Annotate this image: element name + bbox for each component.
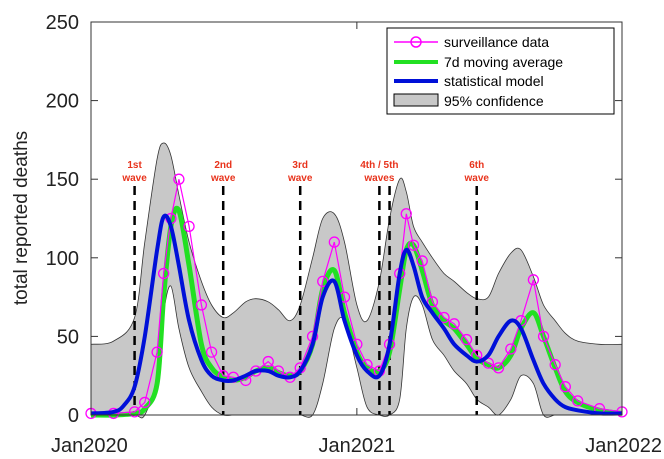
data-point-surveillance-43	[559, 381, 571, 393]
data-point-surveillance-40	[527, 274, 540, 286]
wave-marker-label-3: 3rd	[292, 160, 308, 171]
axis-ticks: 0 50 100 150 200 250 Jan2020 Jan2021 Jan2022	[46, 12, 662, 457]
data-point-surveillance-31	[426, 296, 439, 308]
legend-label-surveillance: surveillance data	[444, 34, 549, 50]
wave-marker-label-2: 2nd	[214, 160, 232, 171]
data-point-surveillance-30	[416, 255, 428, 267]
data-point-surveillance-42	[549, 359, 561, 371]
data-point-surveillance-29	[407, 239, 420, 251]
data-point-surveillance-4	[151, 346, 163, 358]
data-point-surveillance-15	[262, 355, 274, 368]
y-tick-label-0: 0	[68, 405, 79, 427]
y-tick-label-100: 100	[46, 248, 79, 270]
y-tick-label-150: 150	[46, 169, 79, 191]
x-tick-label-1: Jan2021	[318, 435, 395, 457]
data-point-surveillance-28	[400, 208, 412, 220]
wave-marker-label-6: wave	[463, 173, 489, 184]
y-tick-label-200: 200	[46, 91, 79, 113]
legend-label-confidence: 95% confidence	[444, 93, 544, 109]
data-point-surveillance-9	[195, 299, 208, 311]
data-point-surveillance-33	[448, 318, 460, 330]
legend: surveillance data 7d moving average stat…	[386, 27, 615, 115]
data-point-surveillance-20	[317, 275, 329, 288]
wave-marker-label-4: 4th / 5th	[360, 160, 398, 171]
data-point-surveillance-38	[505, 343, 517, 355]
legend-label-model: statistical model	[444, 73, 544, 89]
y-tick-label-250: 250	[46, 12, 79, 34]
data-point-surveillance-32	[438, 311, 450, 324]
data-point-surveillance-41	[537, 330, 550, 343]
legend-swatch-confidence	[393, 93, 439, 107]
plot-area: 1st wave 2nd wave 3rd wave 4th / 5th waves 6th wa…	[85, 142, 628, 420]
series-line-surveillance	[91, 179, 623, 414]
legend-label-moving-average: 7d moving average	[444, 54, 563, 70]
x-tick-label-0: Jan2020	[51, 435, 128, 457]
wave-marker-label-1: 1st	[127, 160, 142, 171]
data-point-surveillance-37	[492, 362, 505, 374]
wave-marker-label-3: wave	[287, 173, 313, 184]
legend-marker-surveillance	[410, 36, 422, 48]
data-point-surveillance-7	[173, 173, 185, 185]
x-tick-label-2: Jan2022	[585, 435, 662, 457]
data-point-surveillance-34	[460, 333, 473, 346]
wave-marker-label-6: 6th	[469, 160, 484, 171]
wave-marker-label-4: waves	[363, 173, 394, 184]
data-point-surveillance-5	[157, 267, 170, 280]
y-axis-title: total reported deaths	[11, 131, 32, 305]
data-point-surveillance-21	[328, 236, 340, 248]
wave-marker-label-2: wave	[210, 173, 236, 184]
y-tick-label-50: 50	[57, 326, 79, 348]
wave-marker-label-1: wave	[121, 173, 147, 184]
data-point-surveillance-3	[139, 396, 151, 409]
data-point-surveillance-8	[183, 220, 195, 233]
data-point-surveillance-2	[128, 406, 141, 418]
data-point-surveillance-10	[205, 346, 218, 358]
series-line-model	[90, 213, 623, 416]
data-point-surveillance-44	[572, 395, 584, 407]
